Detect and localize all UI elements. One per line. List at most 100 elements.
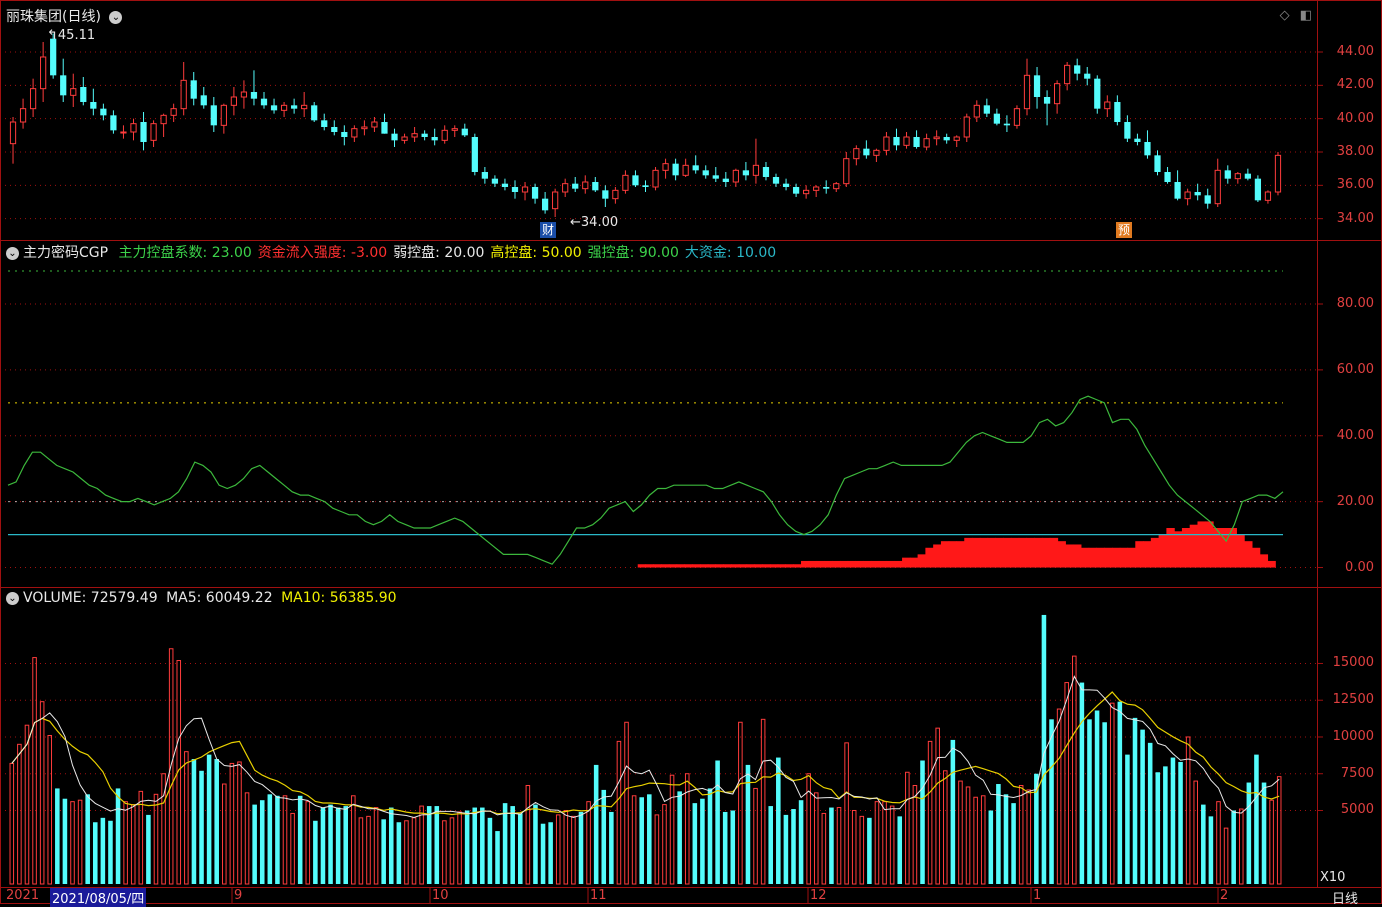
candle-down: [1194, 183, 1201, 201]
candle-down: [1094, 75, 1101, 114]
candle-body: [1013, 108, 1021, 126]
volume-bar-down: [1003, 794, 1009, 884]
candle-body: [592, 182, 599, 191]
indicator-legend-item: 高控盘: 50.00: [490, 245, 582, 261]
volume-bar-down: [464, 810, 470, 884]
candle-down: [491, 175, 499, 187]
candle-down: [1204, 188, 1211, 209]
control-coefficient-line: [7, 395, 1284, 565]
candle-body: [1074, 65, 1081, 74]
candle-body: [180, 79, 187, 110]
volume-bar-up: [77, 799, 83, 885]
candle-body: [29, 88, 37, 110]
candle-up: [662, 158, 669, 179]
candle-up: [1104, 95, 1111, 117]
candle-up: [582, 175, 589, 194]
volume-bar-down: [1261, 782, 1267, 884]
candle-up: [813, 185, 820, 197]
volume-bar-down: [1049, 719, 1054, 884]
candle-down: [200, 87, 207, 109]
volume-bar-down: [1246, 782, 1252, 884]
candle-up: [903, 132, 910, 149]
candle-body: [60, 75, 67, 96]
candle-down: [1033, 67, 1041, 109]
flow-strength-bar: [1049, 537, 1059, 568]
volume-bar-up: [419, 805, 424, 885]
candle-body: [652, 169, 659, 188]
period-label[interactable]: 日线: [1332, 892, 1359, 907]
chevron-down-icon[interactable]: ⌄: [6, 246, 19, 260]
flow-strength-bar: [1088, 547, 1098, 568]
volume-bar-up: [1185, 736, 1191, 885]
indicator-legend-item: 弱控盘: 20.00: [393, 245, 485, 261]
volume-bar-down: [829, 807, 834, 884]
candle-up: [682, 158, 689, 177]
candle-down: [511, 180, 519, 199]
flow-strength-bar: [917, 554, 926, 568]
volume-bar-up: [912, 784, 918, 885]
volume-bar-down: [1201, 804, 1206, 884]
volume-bar-down: [426, 806, 432, 884]
candle-body: [90, 102, 97, 109]
volume-bar-up: [631, 795, 637, 885]
candle-up: [521, 182, 529, 201]
financial-report-badge[interactable]: 财: [540, 222, 556, 238]
volume-bar-up: [738, 721, 743, 885]
candle-down: [1043, 90, 1051, 126]
candle-down: [893, 128, 900, 151]
candle-down: [1003, 115, 1011, 132]
candle-down: [762, 162, 770, 181]
volume-bar-down: [1170, 757, 1176, 884]
volume-bar-up: [17, 743, 22, 885]
candle-body: [531, 187, 539, 199]
price-panel-header: 丽珠集团(日线) ⌄: [6, 6, 126, 26]
price-grid: [0, 51, 1323, 220]
volume-bar-up: [935, 727, 940, 885]
candle-body: [381, 122, 388, 134]
candle-body: [1033, 75, 1041, 97]
volume-bar-down: [1102, 722, 1107, 884]
candle-down: [331, 120, 338, 136]
forecast-badge[interactable]: 预: [1116, 222, 1132, 238]
volume-tick-label: 12500: [1332, 692, 1374, 708]
volume-bar-up: [571, 815, 576, 885]
candle-down: [1164, 167, 1171, 184]
candle-body: [602, 190, 609, 199]
volume-bar-down: [480, 807, 485, 884]
candle-body: [120, 131, 127, 134]
candle-up: [732, 168, 739, 187]
candle-up: [923, 133, 930, 151]
candle-body: [642, 185, 649, 187]
candle-body: [270, 105, 278, 111]
candle-up: [361, 120, 368, 136]
flow-strength-bar: [800, 560, 810, 568]
volume-bar-down: [108, 820, 113, 884]
candle-body: [501, 183, 509, 187]
candle-down: [1114, 95, 1121, 126]
selected-date[interactable]: 2021/08/05/四: [50, 888, 147, 907]
candle-up: [883, 132, 890, 156]
volume-bar-up: [1064, 682, 1069, 885]
candle-down: [1144, 130, 1151, 159]
volume-bar-down: [62, 798, 68, 884]
candle-up: [1234, 172, 1241, 184]
flow-strength-bar: [870, 560, 880, 568]
chevron-down-icon[interactable]: ⌄: [109, 10, 123, 24]
flow-strength-bar: [1197, 521, 1206, 568]
candle-body: [361, 126, 368, 130]
candle-body: [682, 164, 689, 176]
indicator-tick-label: 0.00: [1345, 559, 1374, 575]
indicator-legend: 主力控盘系数: 23.00 资金流入强度: -3.00 弱控盘: 20.00 高控盘:…: [113, 245, 777, 261]
candle-body: [993, 113, 1000, 124]
window-toggle-icon[interactable]: ◧: [1299, 8, 1312, 23]
flow-strength-bar: [699, 564, 709, 568]
candle-down: [993, 108, 1000, 126]
volume-bar-up: [130, 804, 136, 885]
candle-body: [1054, 83, 1061, 105]
diamond-icon[interactable]: ◇: [1279, 8, 1290, 23]
chevron-down-icon[interactable]: ⌄: [6, 591, 19, 605]
volume-bar-up: [882, 801, 887, 885]
volume-bar-down: [495, 831, 500, 884]
candle-up: [752, 138, 760, 184]
